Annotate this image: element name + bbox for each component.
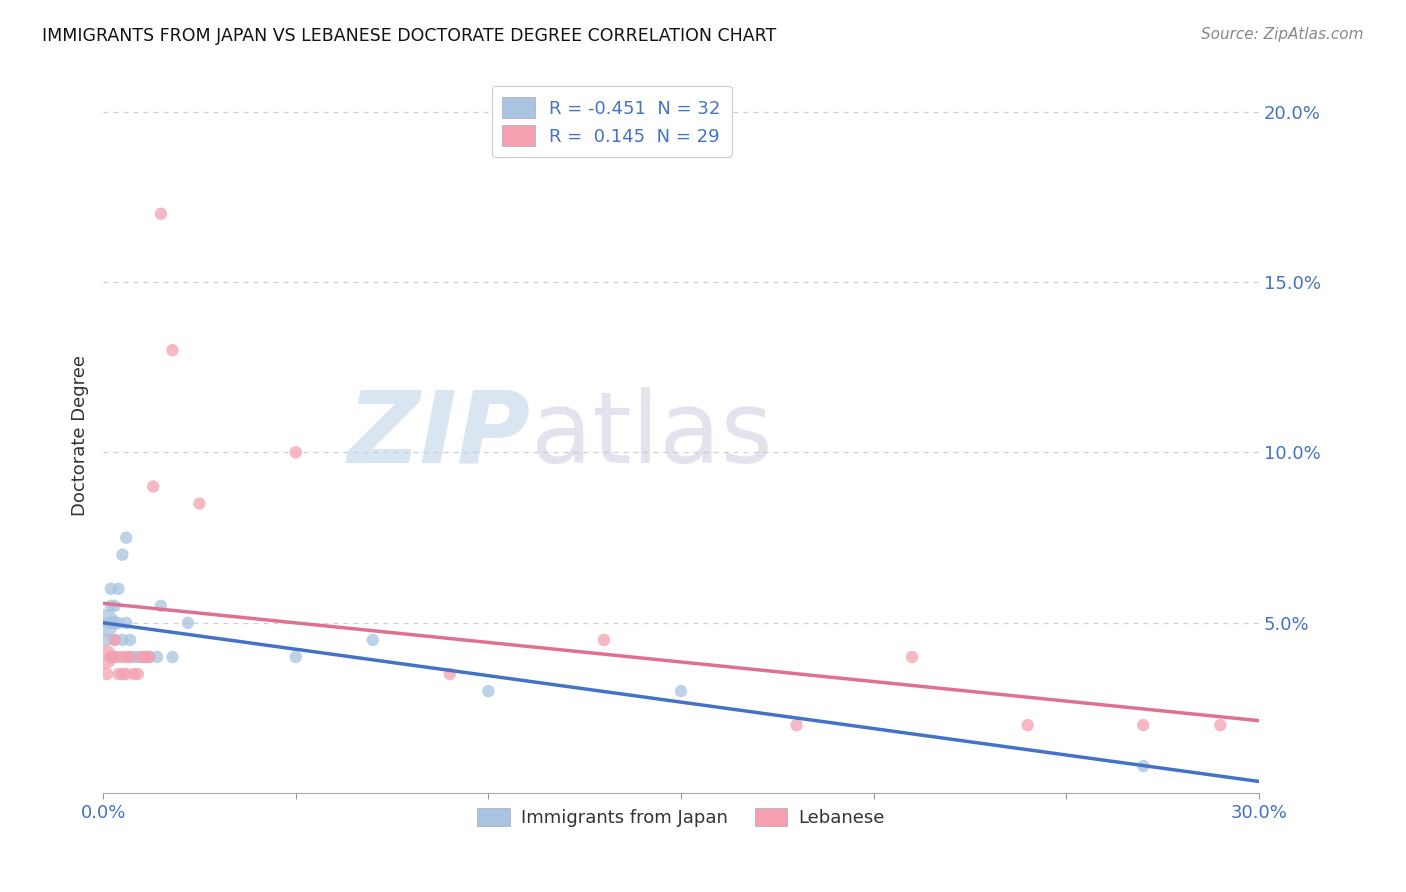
Point (100, 650, 122, 665)
Point (104, 632, 127, 647)
Point (115, 531, 138, 545)
Point (138, 650, 160, 665)
Text: Source: ZipAtlas.com: Source: ZipAtlas.com (1201, 27, 1364, 42)
Point (786, 718, 808, 732)
Point (111, 548, 134, 562)
Point (901, 650, 924, 665)
Point (115, 615, 138, 630)
Point (100, 582, 122, 596)
Point (107, 650, 129, 665)
Y-axis label: Doctorate Degree: Doctorate Degree (72, 355, 89, 516)
Point (104, 650, 127, 665)
Point (188, 497, 211, 511)
Point (120, 632, 142, 647)
Point (439, 667, 461, 681)
Point (120, 650, 142, 665)
Point (97, 615, 120, 630)
Point (127, 667, 149, 681)
Point (177, 615, 200, 630)
Point (1132, 759, 1154, 773)
Point (284, 445, 307, 459)
Point (115, 667, 138, 681)
Point (96, 667, 118, 681)
Text: atlas: atlas (530, 387, 772, 483)
Text: ZIP: ZIP (347, 387, 530, 483)
Point (104, 599, 127, 613)
Point (104, 615, 127, 630)
Point (142, 479, 165, 493)
Point (1017, 718, 1039, 732)
Point (131, 650, 153, 665)
Point (107, 667, 129, 681)
Point (122, 667, 145, 681)
Point (96, 632, 118, 647)
Point (477, 684, 499, 698)
Legend: Immigrants from Japan, Lebanese: Immigrants from Japan, Lebanese (470, 801, 891, 834)
Point (120, 650, 142, 665)
Point (100, 650, 122, 665)
Text: IMMIGRANTS FROM JAPAN VS LEBANESE DOCTORATE DEGREE CORRELATION CHART: IMMIGRANTS FROM JAPAN VS LEBANESE DOCTOR… (42, 27, 776, 45)
Point (669, 684, 692, 698)
Point (361, 632, 384, 647)
Point (111, 632, 134, 647)
Point (107, 615, 129, 630)
Point (146, 650, 169, 665)
Point (94, 650, 117, 665)
Point (115, 650, 138, 665)
Point (107, 582, 129, 596)
Point (134, 650, 156, 665)
Point (134, 650, 156, 665)
Point (149, 599, 172, 613)
Point (101, 615, 124, 630)
Point (162, 650, 184, 665)
Point (131, 650, 153, 665)
Point (149, 207, 172, 221)
Point (111, 650, 134, 665)
Point (284, 650, 307, 665)
Point (104, 632, 127, 647)
Point (111, 667, 134, 681)
Point (122, 650, 145, 665)
Point (1132, 718, 1154, 732)
Point (100, 599, 122, 613)
Point (94, 615, 117, 630)
Point (162, 343, 184, 358)
Point (593, 632, 616, 647)
Point (1209, 718, 1232, 732)
Point (127, 650, 149, 665)
Point (138, 650, 160, 665)
